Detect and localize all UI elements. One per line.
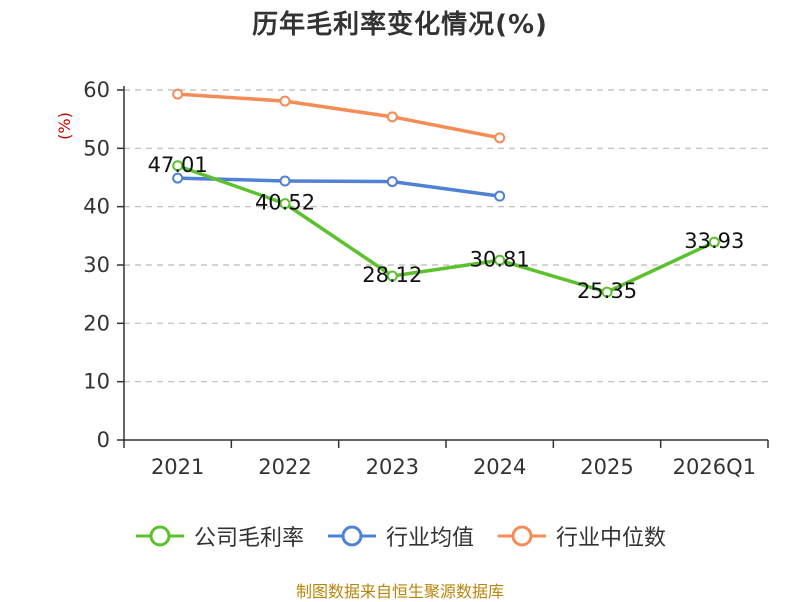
x-tick-label: 2026Q1 [673,455,756,479]
data-point [494,132,506,144]
source-note: 制图数据来自恒生聚源数据库 [295,582,504,601]
data-point [386,176,398,188]
y-tick-label: 20 [83,311,110,335]
y-axis-label: (%) [55,112,74,140]
data-point [386,111,398,123]
series-line [177,92,501,140]
data-point [279,95,291,107]
legend-item[interactable]: 行业中位数 [496,520,666,552]
axes: 0 10 20 30 40 50 60 2021 2022 2023 2024 2025 2026Q1 (… [55,78,769,479]
data-point [494,254,506,266]
legend: 公司毛利率 行业均值 行业中位数 [0,520,800,552]
x-tick-label: 2022 [258,455,311,479]
data-label: 28.12 [362,263,422,287]
data-point [386,270,398,282]
y-tick-label: 40 [83,195,110,219]
y-tick-label: 60 [83,78,110,102]
x-tick-label: 2024 [473,455,526,479]
data-point [279,175,291,187]
legend-label: 行业均值 [385,526,474,551]
legend-swatch-1 [327,525,376,547]
data-point [494,190,506,202]
data-label: 30.81 [470,247,530,271]
legend-swatch-2 [498,525,546,547]
data-point [708,236,720,248]
data-point [601,286,613,298]
grid-lines [124,89,768,383]
data-label: 33.93 [684,229,744,253]
data-point [172,160,184,172]
series-lines [172,88,720,298]
y-tick-label: 50 [83,136,110,160]
data-label: 47.01 [148,153,208,177]
x-tick-label: 2023 [366,455,419,479]
legend-swatch-0 [135,525,184,547]
data-label: 25.35 [577,279,637,303]
data-point [172,172,184,184]
x-tick-label: 2025 [580,455,633,479]
data-point [279,198,291,210]
data-label: 40.52 [255,191,315,215]
y-tick-label: 30 [83,253,110,277]
legend-item[interactable]: 公司毛利率 [134,520,304,552]
chart-title: 历年毛利率变化情况(%) [252,10,548,40]
data-point [172,88,184,100]
y-tick-label: 0 [97,428,110,452]
y-tick-label: 10 [83,370,110,394]
legend-item[interactable]: 行业均值 [326,520,474,552]
legend-label: 公司毛利率 [193,526,304,551]
legend-label: 行业中位数 [556,526,667,551]
series-line [177,164,716,294]
x-tick-label: 2021 [151,455,204,479]
series-line [177,176,500,198]
data-labels: 47.01 40.52 28.12 30.81 25.35 33.93 [148,153,745,303]
